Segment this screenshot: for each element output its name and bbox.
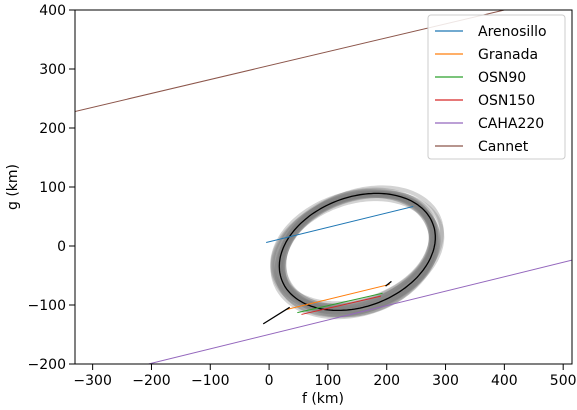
uncertainty-ellipse xyxy=(274,194,441,317)
y-axis-ticks: −200 −100 0 100 200 300 400 xyxy=(28,3,75,373)
x-tick-label: 500 xyxy=(550,373,577,389)
legend-label: OSN90 xyxy=(478,70,526,86)
x-tick-label: 0 xyxy=(265,373,274,389)
x-tick-label: 100 xyxy=(315,373,342,389)
y-tick-label: 100 xyxy=(39,180,66,196)
x-tick-label: 400 xyxy=(491,373,518,389)
x-tick-label: −100 xyxy=(191,373,229,389)
x-axis-label: f (km) xyxy=(302,391,344,407)
x-tick-label: 300 xyxy=(432,373,459,389)
legend-label: OSN150 xyxy=(478,93,535,109)
y-axis-label: g (km) xyxy=(5,164,21,210)
y-tick-label: 400 xyxy=(39,3,66,19)
y-tick-label: −200 xyxy=(28,357,66,373)
chord-segment xyxy=(385,280,392,287)
legend-label: Cannet xyxy=(478,139,529,155)
uncertainty-ellipse xyxy=(273,187,436,313)
series-line-osn90 xyxy=(297,292,383,314)
uncertainty-ellipse xyxy=(280,190,437,318)
legend-label: Arenosillo xyxy=(478,24,547,40)
x-tick-label: −300 xyxy=(73,373,111,389)
series-line-arenosillo xyxy=(266,205,414,243)
x-axis-ticks: −300 −200 −100 0 100 200 300 400 500 xyxy=(73,364,577,389)
uncertainty-ellipse xyxy=(270,189,437,315)
ellipse-fit-layer xyxy=(270,185,445,320)
uncertainty-ellipse xyxy=(274,193,434,318)
legend-label: Granada xyxy=(478,47,538,63)
uncertainty-ellipse xyxy=(281,192,438,318)
y-tick-label: 0 xyxy=(57,239,66,255)
uncertainty-ellipse xyxy=(281,193,441,314)
uncertainty-ellipse xyxy=(279,188,435,308)
series-line-caha220 xyxy=(148,259,572,364)
legend-label: CAHA220 xyxy=(478,116,544,132)
y-tick-label: −100 xyxy=(28,298,66,314)
uncertainty-ellipse xyxy=(280,194,440,311)
uncertainty-ellipse xyxy=(277,193,433,306)
uncertainty-ellipse xyxy=(272,193,435,313)
chord-segment xyxy=(262,306,291,325)
y-tick-label: 300 xyxy=(39,62,66,78)
best-fit-ellipse xyxy=(278,192,436,312)
x-tick-label: 200 xyxy=(373,373,400,389)
x-tick-label: −200 xyxy=(132,373,170,389)
legend: Arenosillo Granada OSN90 OSN150 CAHA220 Canne… xyxy=(427,14,566,160)
y-tick-label: 200 xyxy=(39,121,66,137)
series-line-granada xyxy=(285,283,390,311)
uncertainty-ellipse xyxy=(270,192,439,320)
uncertainty-ellipse xyxy=(282,192,437,309)
uncertainty-ellipse xyxy=(280,193,435,310)
uncertainty-ellipse xyxy=(275,190,438,311)
uncertainty-ellipse xyxy=(277,190,433,311)
uncertainty-ellipse xyxy=(278,185,444,312)
series-line-osn150 xyxy=(301,295,381,315)
